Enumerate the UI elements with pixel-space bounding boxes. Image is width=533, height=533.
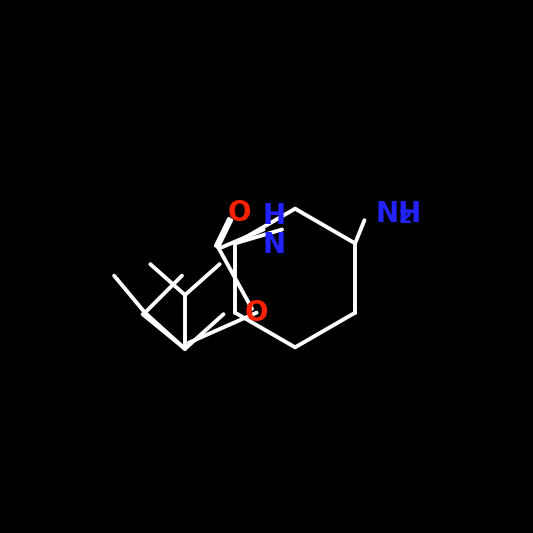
Text: H: H bbox=[263, 201, 286, 230]
Text: 2: 2 bbox=[398, 208, 412, 227]
Text: O: O bbox=[245, 298, 268, 327]
Text: NH: NH bbox=[376, 200, 422, 228]
Text: N: N bbox=[263, 231, 286, 259]
Text: O: O bbox=[227, 199, 251, 228]
